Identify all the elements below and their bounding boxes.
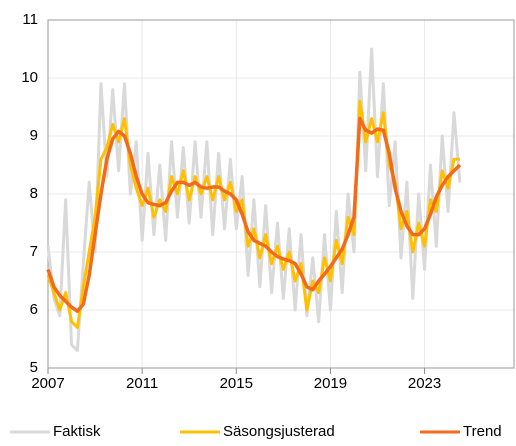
y-tick-label: 8 xyxy=(30,185,38,202)
y-tick-label: 10 xyxy=(21,69,38,86)
legend-label: Trend xyxy=(463,423,502,440)
x-tick-label: 2007 xyxy=(31,375,64,392)
y-tick-label: 6 xyxy=(30,301,38,318)
x-tick-label: 2011 xyxy=(126,375,158,392)
y-tick-label: 9 xyxy=(30,127,38,144)
legend-label: Säsongsjusterad xyxy=(223,423,335,440)
series-line xyxy=(46,116,462,313)
x-tick-label: 2015 xyxy=(220,375,253,392)
plot-frame xyxy=(47,19,515,369)
x-tick-label: 2023 xyxy=(408,375,441,392)
series-line xyxy=(46,47,462,353)
x-tick-label: 2019 xyxy=(314,375,347,392)
legend-label: Faktisk xyxy=(53,423,101,440)
y-tick-label: 7 xyxy=(30,243,38,260)
y-tick-label: 5 xyxy=(30,359,38,376)
y-tick-label: 11 xyxy=(22,11,38,28)
